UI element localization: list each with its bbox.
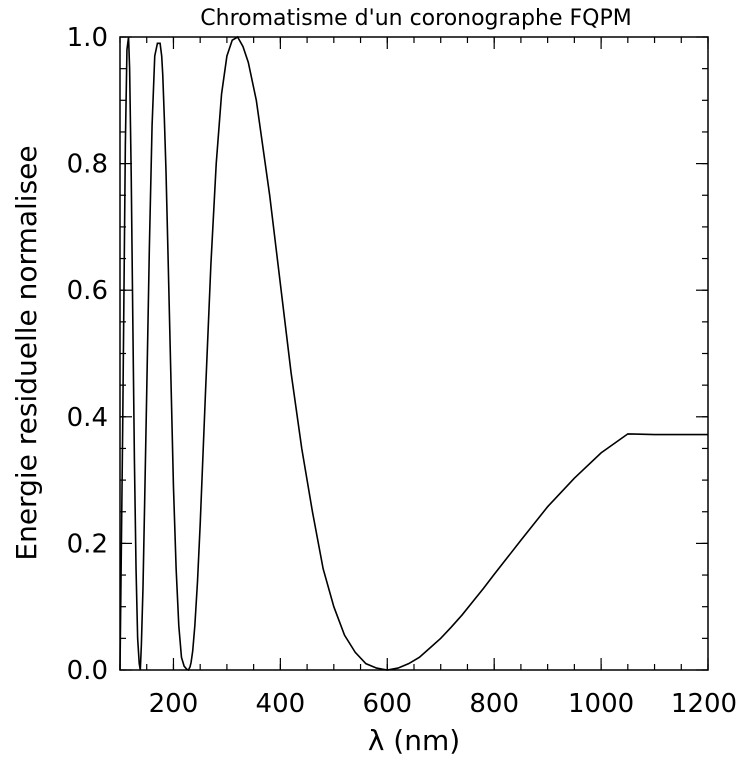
x-tick-labels: 200 400 600 800 1000 1200	[149, 689, 737, 719]
x-tick-label: 400	[256, 689, 306, 719]
y-tick-labels: 0.0 0.2 0.4 0.6 0.8 1.0	[67, 23, 108, 686]
chart-title: Chromatisme d'un coronographe FQPM	[200, 6, 631, 31]
x-tick-label: 1000	[568, 689, 634, 719]
tick-marks	[119, 36, 709, 671]
x-tick-label: 600	[362, 689, 412, 719]
y-tick-label: 0.4	[67, 403, 108, 433]
y-tick-label: 0.6	[67, 276, 108, 306]
x-tick-label: 800	[469, 689, 519, 719]
plot-frame	[119, 36, 709, 671]
x-tick-label: 200	[149, 689, 199, 719]
y-tick-label: 0.8	[67, 150, 108, 180]
y-tick-label: 1.0	[67, 23, 108, 53]
x-axis-title: λ (nm)	[368, 724, 460, 757]
series-line	[119, 35, 708, 672]
x-tick-label: 1200	[671, 689, 737, 719]
y-tick-label: 0.0	[67, 656, 108, 686]
y-tick-label: 0.2	[67, 529, 108, 559]
y-axis-title: Energie residuelle normalisee	[10, 145, 43, 560]
